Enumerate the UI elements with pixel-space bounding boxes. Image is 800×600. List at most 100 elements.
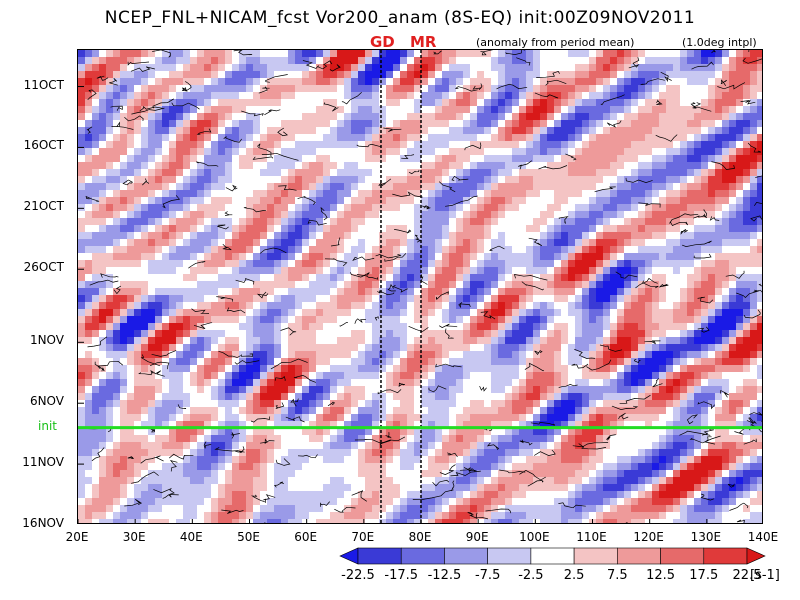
field-cell: [148, 120, 155, 127]
field-cell: [449, 134, 456, 141]
field-cell: [505, 190, 512, 197]
field-cell: [729, 183, 736, 190]
field-cell: [351, 330, 358, 337]
field-cell: [533, 414, 540, 421]
field-cell: [694, 267, 701, 274]
field-cell: [736, 253, 743, 260]
field-cell: [197, 232, 204, 239]
field-cell: [190, 274, 197, 281]
field-cell: [141, 379, 148, 386]
field-cell: [631, 260, 638, 267]
field-cell: [183, 190, 190, 197]
field-cell: [624, 323, 631, 330]
field-cell: [211, 253, 218, 260]
field-cell: [673, 372, 680, 379]
field-cell: [715, 393, 722, 400]
field-cell: [169, 176, 176, 183]
field-cell: [323, 274, 330, 281]
field-cell: [393, 281, 400, 288]
field-cell: [92, 449, 99, 456]
field-cell: [344, 162, 351, 169]
field-cell: [379, 407, 386, 414]
field-cell: [337, 190, 344, 197]
field-cell: [113, 71, 120, 78]
field-cell: [638, 267, 645, 274]
field-cell: [624, 344, 631, 351]
field-cell: [442, 71, 449, 78]
field-cell: [127, 106, 134, 113]
field-cell: [428, 260, 435, 267]
field-cell: [610, 183, 617, 190]
field-cell: [484, 288, 491, 295]
field-cell: [274, 407, 281, 414]
field-cell: [239, 50, 246, 57]
field-cell: [463, 260, 470, 267]
field-cell: [183, 463, 190, 470]
field-cell: [344, 379, 351, 386]
field-cell: [204, 176, 211, 183]
field-cell: [260, 281, 267, 288]
field-cell: [281, 78, 288, 85]
field-cell: [358, 421, 365, 428]
field-cell: [750, 442, 757, 449]
field-cell: [309, 393, 316, 400]
field-cell: [589, 358, 596, 365]
field-cell: [743, 106, 750, 113]
field-cell: [141, 484, 148, 491]
field-cell: [414, 106, 421, 113]
field-cell: [603, 113, 610, 120]
field-cell: [673, 169, 680, 176]
field-cell: [743, 295, 750, 302]
field-cell: [561, 148, 568, 155]
field-cell: [386, 99, 393, 106]
field-cell: [225, 358, 232, 365]
field-cell: [687, 372, 694, 379]
field-cell: [449, 267, 456, 274]
field-cell: [162, 211, 169, 218]
field-cell: [379, 267, 386, 274]
field-cell: [715, 316, 722, 323]
field-cell: [246, 197, 253, 204]
field-cell: [260, 393, 267, 400]
field-cell: [414, 204, 421, 211]
field-cell: [589, 295, 596, 302]
field-cell: [92, 85, 99, 92]
field-cell: [708, 400, 715, 407]
field-cell: [407, 351, 414, 358]
field-cell: [204, 204, 211, 211]
field-cell: [666, 386, 673, 393]
field-cell: [323, 288, 330, 295]
field-cell: [645, 148, 652, 155]
field-cell: [414, 295, 421, 302]
field-cell: [421, 288, 428, 295]
field-cell: [519, 351, 526, 358]
field-cell: [652, 344, 659, 351]
field-cell: [624, 351, 631, 358]
field-cell: [113, 155, 120, 162]
field-cell: [274, 435, 281, 442]
field-cell: [680, 470, 687, 477]
field-cell: [274, 57, 281, 64]
field-cell: [533, 99, 540, 106]
field-cell: [743, 379, 750, 386]
field-cell: [470, 176, 477, 183]
field-cell: [673, 176, 680, 183]
field-cell: [708, 176, 715, 183]
field-cell: [225, 106, 232, 113]
field-cell: [274, 211, 281, 218]
field-cell: [757, 428, 762, 435]
field-cell: [274, 365, 281, 372]
field-cell: [659, 393, 666, 400]
field-cell: [568, 470, 575, 477]
field-cell: [428, 281, 435, 288]
field-cell: [113, 288, 120, 295]
field-cell: [288, 295, 295, 302]
field-cell: [155, 477, 162, 484]
field-cell: [274, 281, 281, 288]
field-cell: [638, 218, 645, 225]
field-cell: [568, 92, 575, 99]
field-cell: [757, 295, 762, 302]
field-cell: [183, 127, 190, 134]
field-cell: [715, 99, 722, 106]
field-cell: [120, 421, 127, 428]
